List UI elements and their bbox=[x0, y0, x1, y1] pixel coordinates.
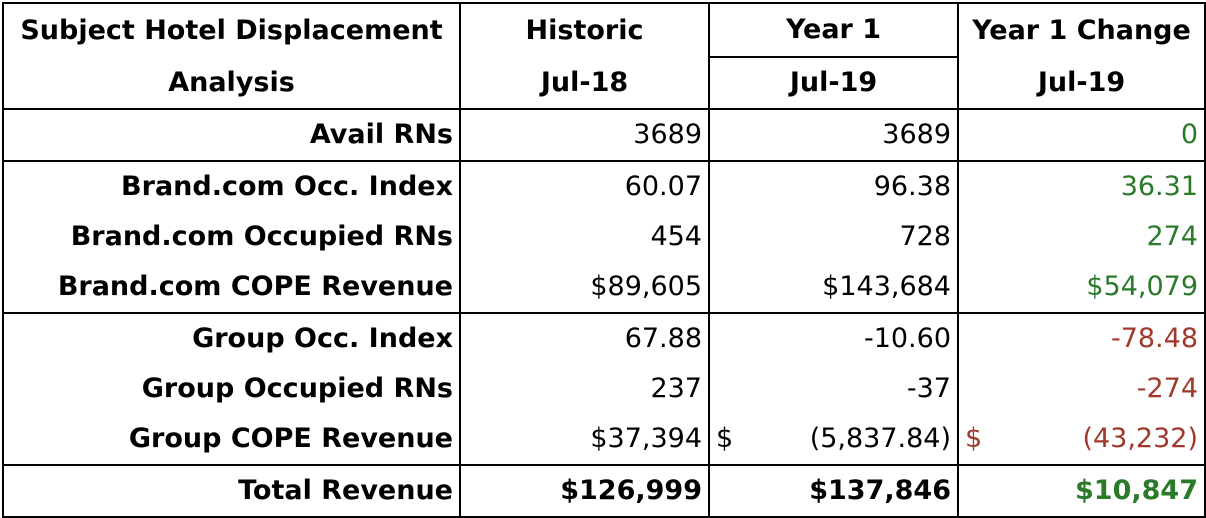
row-label: Group COPE Revenue bbox=[2, 414, 461, 465]
year1-cell: $137,846 bbox=[709, 464, 959, 518]
historic-cell: 67.88 bbox=[460, 312, 710, 364]
year1-cell: 728 bbox=[709, 212, 959, 262]
change-cell: $10,847 bbox=[958, 464, 1206, 518]
col-change-header: Year 1 Change bbox=[958, 2, 1206, 57]
row-label: Group Occ. Index bbox=[2, 312, 461, 364]
change-cell: $ (43,232) bbox=[958, 414, 1206, 465]
change-cell: 0 bbox=[958, 109, 1206, 161]
row-label: Brand.com Occ. Index bbox=[2, 160, 461, 212]
year1-cell: -10.60 bbox=[709, 312, 959, 364]
total-row: Total Revenue $126,999 $137,846 $10,847 bbox=[2, 464, 1206, 518]
change-cell: 274 bbox=[958, 212, 1206, 262]
change-cell: -274 bbox=[958, 364, 1206, 414]
year1-cell: 96.38 bbox=[709, 160, 959, 212]
change-cell: $54,079 bbox=[958, 262, 1206, 313]
year1-cell: 3689 bbox=[709, 109, 959, 161]
col-historic-header: Historic bbox=[460, 2, 710, 57]
historic-cell: $89,605 bbox=[460, 262, 710, 313]
historic-cell: 237 bbox=[460, 364, 710, 414]
header-row-1: Subject Hotel Displacement Historic Year… bbox=[2, 2, 1206, 58]
historic-cell: $126,999 bbox=[460, 464, 710, 518]
historic-cell: $37,394 bbox=[460, 414, 710, 465]
table-title-line2: Analysis bbox=[2, 57, 461, 110]
table-row: Group Occupied RNs 237 -37 -274 bbox=[2, 364, 1206, 414]
year1-cell: -37 bbox=[709, 364, 959, 414]
table-title-line1: Subject Hotel Displacement bbox=[2, 2, 461, 57]
change-cell: -78.48 bbox=[958, 312, 1206, 364]
currency-symbol: $ bbox=[716, 423, 734, 454]
historic-cell: 60.07 bbox=[460, 160, 710, 212]
header-row-2: Analysis Jul-18 Jul-19 Jul-19 bbox=[2, 57, 1206, 110]
col-year1-header: Year 1 bbox=[709, 2, 959, 58]
table-row: Group Occ. Index 67.88 -10.60 -78.48 bbox=[2, 312, 1206, 364]
year1-cell: $143,684 bbox=[709, 262, 959, 313]
currency-symbol: $ bbox=[965, 423, 983, 454]
col-historic-date: Jul-18 bbox=[460, 57, 710, 110]
col-year1-date: Jul-19 bbox=[709, 57, 959, 110]
historic-cell: 3689 bbox=[460, 109, 710, 161]
table-row: Brand.com Occ. Index 60.07 96.38 36.31 bbox=[2, 160, 1206, 212]
row-label: Total Revenue bbox=[2, 464, 461, 518]
table-row: Brand.com COPE Revenue $89,605 $143,684 … bbox=[2, 262, 1206, 313]
table-row: Avail RNs 3689 3689 0 bbox=[2, 109, 1206, 161]
change-value: (43,232) bbox=[1082, 423, 1198, 454]
year1-value: (5,837.84) bbox=[809, 423, 951, 454]
row-label: Brand.com Occupied RNs bbox=[2, 212, 461, 262]
change-cell: 36.31 bbox=[958, 160, 1206, 212]
historic-cell: 454 bbox=[460, 212, 710, 262]
table-row: Brand.com Occupied RNs 454 728 274 bbox=[2, 212, 1206, 262]
row-label: Group Occupied RNs bbox=[2, 364, 461, 414]
year1-cell: $ (5,837.84) bbox=[709, 414, 959, 465]
row-label: Brand.com COPE Revenue bbox=[2, 262, 461, 313]
col-change-date: Jul-19 bbox=[958, 57, 1206, 110]
row-label: Avail RNs bbox=[2, 109, 461, 161]
table-row: Group COPE Revenue $37,394 $ (5,837.84) $… bbox=[2, 414, 1206, 465]
